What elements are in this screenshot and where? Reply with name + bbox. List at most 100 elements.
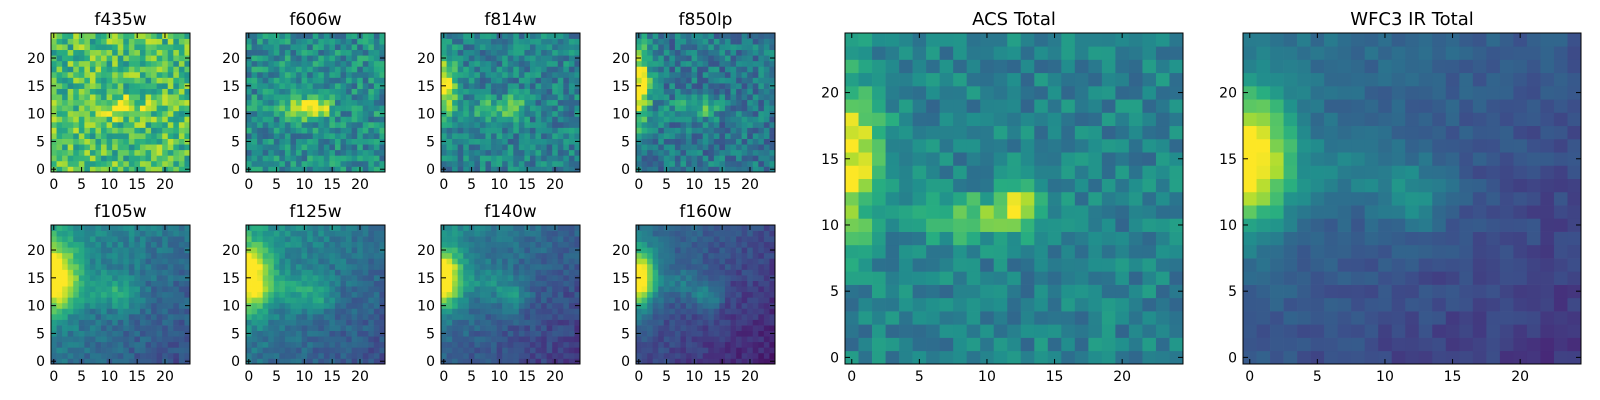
pixel-cell	[568, 308, 575, 315]
pixel-cell	[178, 33, 185, 39]
pixel-cell	[507, 138, 514, 145]
pixel-cell	[106, 133, 113, 139]
pixel-cell	[546, 247, 553, 254]
pixel-cell	[89, 94, 96, 101]
pixel-cell	[284, 155, 291, 162]
pixel-cell	[541, 77, 547, 84]
pixel-cell	[479, 330, 486, 337]
pixel-cell	[513, 230, 520, 237]
pixel-cell	[524, 258, 531, 265]
pixel-cell	[67, 116, 74, 123]
pixel-cell	[145, 280, 152, 287]
pixel-cell	[379, 252, 386, 259]
pixel-cell	[301, 133, 308, 139]
pixel-cell	[496, 105, 503, 112]
pixel-cell	[323, 341, 330, 348]
pixel-cell	[290, 38, 297, 45]
pixel-cell	[78, 263, 85, 270]
pixel-cell	[769, 160, 776, 167]
pixel-cell	[463, 77, 470, 84]
pixel-cell	[84, 116, 91, 123]
pixel-cell	[262, 280, 269, 287]
pixel-cell	[502, 110, 509, 117]
pixel-cell	[674, 105, 681, 112]
pixel-cell	[502, 166, 509, 173]
pixel-cell	[658, 291, 665, 298]
pixel-cell	[535, 110, 542, 117]
pixel-cell	[552, 308, 559, 315]
pixel-cell	[117, 241, 124, 248]
pixel-cell	[674, 325, 681, 331]
pixel-cell	[84, 319, 91, 326]
pixel-cell	[334, 60, 341, 67]
pixel-cell	[713, 133, 720, 139]
pixel-cell	[62, 166, 69, 173]
pixel-cell	[446, 127, 453, 134]
pixel-cell	[156, 160, 163, 167]
pixel-cell	[636, 144, 642, 151]
pixel-cell	[568, 269, 575, 276]
pixel-cell	[496, 60, 503, 67]
pixel-cell	[173, 330, 180, 337]
pixel-cell	[89, 308, 96, 315]
pixel-cell	[452, 144, 459, 151]
pixel-cell	[340, 110, 347, 117]
pixel-cell	[89, 149, 96, 156]
pixel-cell	[446, 160, 453, 167]
pixel-cell	[541, 133, 547, 139]
pixel-cell	[73, 241, 80, 248]
pixel-cell	[552, 49, 559, 56]
axes-frame	[50, 224, 191, 365]
pixel-cell	[56, 160, 63, 167]
pixel-cell	[730, 44, 737, 51]
pixel-cell	[257, 110, 264, 117]
pixel-cell	[67, 358, 74, 365]
pixel-cell	[273, 297, 280, 304]
pixel-cell	[708, 144, 715, 151]
pixel-cell	[518, 269, 525, 276]
pixel-cell	[318, 302, 325, 309]
pixel-cell	[524, 116, 531, 123]
pixel-cell	[552, 352, 559, 359]
pixel-cell	[496, 55, 503, 62]
pixel-cell	[329, 269, 336, 276]
pixel-cell	[669, 138, 676, 145]
pixel-cell	[56, 66, 63, 73]
pixel-cell	[474, 166, 481, 173]
pixel-cell	[329, 230, 336, 237]
pixel-cell	[95, 313, 102, 320]
pixel-cell	[95, 121, 102, 128]
pixel-cell	[736, 133, 742, 139]
pixel-cell	[346, 302, 352, 309]
pixel-cell	[279, 263, 286, 270]
pixel-cell	[563, 110, 570, 117]
pixel-cell	[318, 155, 325, 162]
pixel-cell	[546, 44, 553, 51]
pixel-cell	[535, 71, 542, 78]
y-tick-label: 10	[417, 107, 435, 123]
pixel-cell	[257, 291, 264, 298]
pixel-cell	[496, 138, 503, 145]
pixel-cell	[173, 77, 180, 84]
pixel-cell	[178, 160, 185, 167]
pixel-cell	[441, 252, 447, 259]
pixel-cell	[318, 121, 325, 128]
pixel-cell	[340, 336, 347, 343]
pixel-cell	[312, 247, 319, 254]
pixel-cell	[357, 133, 364, 139]
pixel-cell	[334, 88, 341, 95]
pixel-cell	[474, 38, 481, 45]
pixel-cell	[446, 275, 453, 281]
pixel-cell	[557, 166, 564, 173]
pixel-cell	[329, 66, 336, 73]
pixel-cell	[491, 330, 497, 337]
pixel-cell	[162, 83, 169, 89]
pixel-cell	[145, 38, 152, 45]
pixel-cell	[117, 225, 124, 231]
pixel-cell	[529, 55, 536, 62]
pixel-cell	[485, 230, 492, 237]
pixel-cell	[112, 44, 119, 51]
pixel-cell	[474, 297, 481, 304]
pixel-cell	[318, 297, 325, 304]
pixel-cell	[708, 121, 715, 128]
